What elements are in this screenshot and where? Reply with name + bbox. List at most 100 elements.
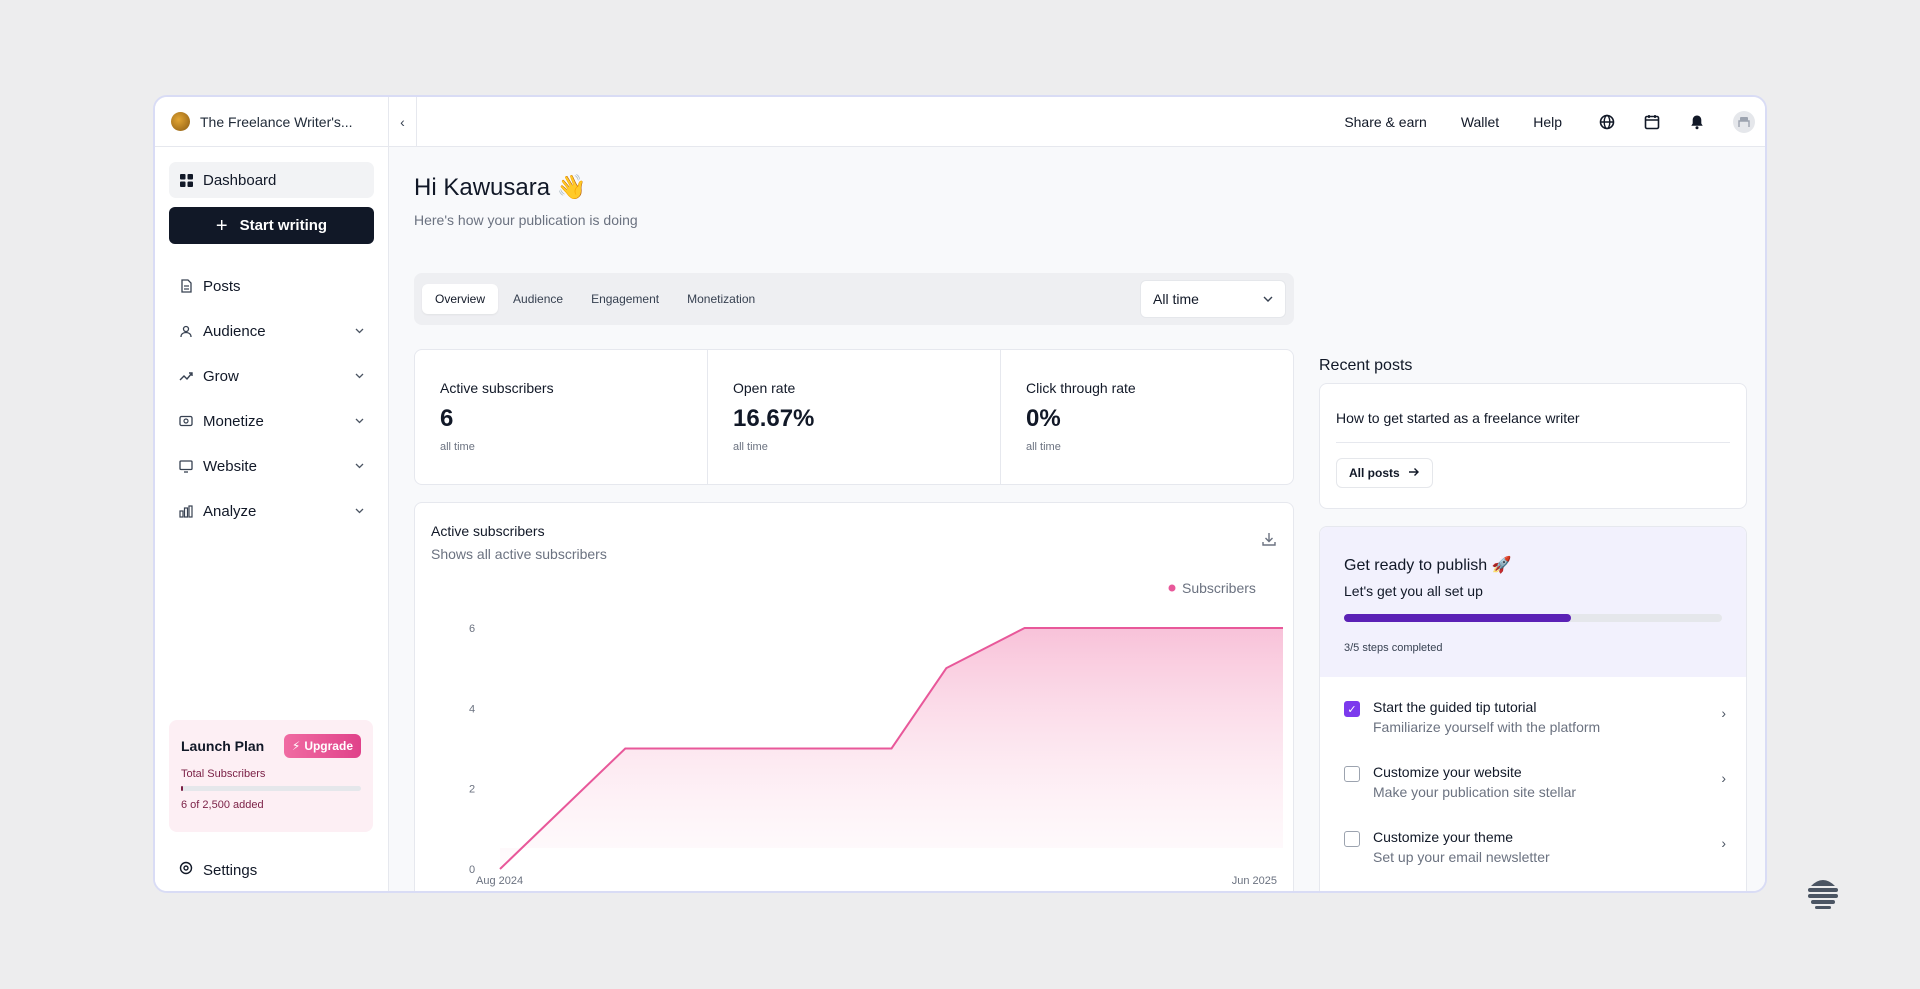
sidebar-item-audience[interactable]: Audience — [169, 313, 374, 349]
start-writing-button[interactable]: + Start writing — [169, 207, 374, 244]
sidebar-item-analyze[interactable]: Analyze — [169, 493, 374, 529]
x-tick-label: Aug 2024 — [476, 875, 523, 887]
subscribers-chart: 0 2 4 6 Aug 2024 Jun 2025 Subscribers — [469, 580, 1284, 887]
sidebar-item-dashboard[interactable]: Dashboard — [169, 162, 374, 198]
dashboard-icon — [179, 173, 193, 187]
x-tick-label: Jun 2025 — [1232, 875, 1277, 887]
stat-period: all time — [733, 441, 768, 453]
y-tick-label: 2 — [469, 784, 475, 796]
stat-value: 6 — [440, 405, 454, 432]
sidebar-item-website[interactable]: Website — [169, 448, 374, 484]
stat-value: 16.67% — [733, 405, 815, 432]
website-icon — [179, 459, 193, 473]
get-ready-card: Get ready to publish 🚀 Let's get you all… — [1319, 526, 1747, 891]
bell-icon[interactable] — [1688, 113, 1706, 131]
collapse-sidebar-button[interactable]: ‹ — [389, 97, 417, 147]
checklist-item-title: Start the guided tip tutorial — [1373, 699, 1537, 715]
setup-progress-bar — [1344, 614, 1722, 622]
y-tick-label: 6 — [469, 623, 475, 635]
dashboard-tabs: Overview Audience Engagement Monetizatio… — [414, 273, 1294, 325]
chevron-down-icon — [355, 460, 364, 472]
chevron-down-icon — [355, 370, 364, 382]
sidebar-item-label: Audience — [203, 322, 266, 340]
sidebar-item-label: Settings — [203, 861, 258, 879]
checklist-item[interactable]: ✓ Start the guided tip tutorial Familiariz… — [1344, 699, 1726, 764]
checklist-item[interactable]: Customize your theme Set up your email ne… — [1344, 829, 1726, 891]
recent-post-link[interactable]: How to get started as a freelance writer — [1336, 384, 1730, 443]
chevron-right-icon: › — [1721, 705, 1726, 721]
recent-posts-card: How to get started as a freelance writer… — [1319, 383, 1747, 509]
posts-icon — [179, 279, 193, 293]
launch-plan-title: Launch Plan — [181, 738, 265, 754]
gear-icon — [179, 861, 193, 879]
stat-label: Open rate — [733, 380, 796, 396]
globe-icon[interactable] — [1598, 113, 1616, 131]
main-area: ‹ Share & earn Wallet Help — [389, 97, 1765, 891]
legend-label: Subscribers — [1182, 580, 1256, 596]
sidebar-item-posts[interactable]: Posts — [169, 268, 374, 304]
chevron-left-icon: ‹ — [400, 113, 405, 130]
sidebar-item-grow[interactable]: Grow — [169, 358, 374, 394]
chart-title: Active subscribers — [431, 523, 545, 539]
checklist-item[interactable]: Customize your website Make your publicat… — [1344, 764, 1726, 829]
wallet-link[interactable]: Wallet — [1460, 113, 1500, 130]
share-earn-link[interactable]: Share & earn — [1344, 113, 1427, 130]
upgrade-button[interactable]: ⚡ Upgrade — [283, 734, 361, 758]
sidebar-item-label: Dashboard — [203, 171, 277, 189]
tab-overview[interactable]: Overview — [422, 284, 499, 314]
stat-value: 0% — [1026, 405, 1061, 432]
plus-icon: + — [215, 214, 228, 237]
side-nav: Dashboard + Start writing Posts Audience G… — [155, 147, 388, 529]
get-ready-subtitle: Let's get you all set up — [1344, 583, 1483, 599]
stat-click-through-rate: Click through rate 0% all time — [1001, 350, 1293, 484]
stat-period: all time — [1026, 441, 1061, 453]
sidebar-item-monetize[interactable]: Monetize — [169, 403, 374, 439]
download-icon[interactable] — [1261, 531, 1277, 547]
time-range-value: All time — [1153, 291, 1199, 307]
publication-switcher[interactable]: The Freelance Writer's... — [155, 97, 388, 147]
arrow-right-icon — [1408, 466, 1420, 480]
dashboard-content: Hi Kawusara 👋 Here's how your publicatio… — [389, 147, 1765, 891]
stat-period: all time — [440, 441, 475, 453]
chevron-down-icon — [355, 505, 364, 517]
tab-audience[interactable]: Audience — [513, 292, 564, 306]
all-posts-button[interactable]: All posts — [1336, 458, 1433, 488]
sidebar-item-label: Posts — [203, 277, 241, 295]
chevron-down-icon — [355, 415, 364, 427]
all-posts-label: All posts — [1349, 466, 1400, 480]
user-avatar[interactable] — [1733, 110, 1755, 133]
calendar-icon[interactable] — [1643, 113, 1661, 131]
stat-open-rate: Open rate 16.67% all time — [708, 350, 1001, 484]
setup-checklist: ✓ Start the guided tip tutorial Familiariz… — [1320, 677, 1746, 891]
chevron-down-icon — [1263, 293, 1273, 305]
setup-progress-text: 3/5 steps completed — [1344, 642, 1443, 654]
sidebar-item-settings[interactable]: Settings — [169, 855, 373, 885]
tab-engagement[interactable]: Engagement — [591, 292, 660, 306]
app-window: The Freelance Writer's... Dashboard + St… — [153, 95, 1767, 893]
help-link[interactable]: Help — [1533, 113, 1562, 130]
page-subtitle: Here's how your publication is doing — [414, 212, 638, 228]
publication-logo — [171, 112, 190, 131]
time-range-select[interactable]: All time — [1140, 280, 1286, 318]
stat-active-subscribers: Active subscribers 6 all time — [415, 350, 708, 484]
page-title: Hi Kawusara 👋 — [414, 174, 587, 201]
analyze-icon — [179, 504, 193, 518]
tab-monetization[interactable]: Monetization — [687, 292, 756, 306]
checklist-item-title: Customize your theme — [1373, 829, 1514, 845]
checkbox[interactable]: ✓ — [1344, 701, 1360, 717]
grow-icon — [179, 369, 193, 383]
sidebar-item-label: Analyze — [203, 502, 257, 520]
chart-subtitle: Shows all active subscribers — [431, 546, 607, 562]
y-tick-label: 4 — [469, 703, 475, 715]
checkbox[interactable] — [1344, 766, 1360, 782]
audience-icon — [179, 324, 193, 338]
checklist-item-subtitle: Make your publication site stellar — [1373, 784, 1577, 800]
stat-label: Active subscribers — [440, 380, 554, 396]
checkbox[interactable] — [1344, 831, 1360, 847]
subscribers-line — [499, 627, 1283, 870]
checklist-item-subtitle: Familiarize yourself with the platform — [1373, 719, 1601, 735]
get-ready-title: Get ready to publish 🚀 — [1344, 557, 1512, 574]
sidebar-item-label: Website — [203, 457, 257, 475]
chevron-right-icon: › — [1721, 770, 1726, 786]
subscriber-quota-fill — [181, 786, 184, 791]
